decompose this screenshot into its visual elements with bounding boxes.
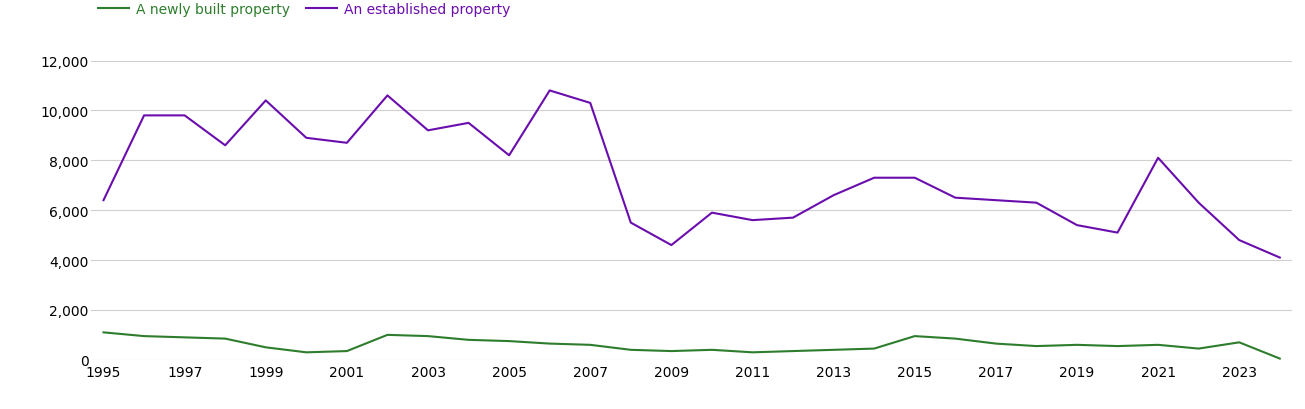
An established property bbox=[1109, 231, 1125, 236]
A newly built property bbox=[380, 333, 395, 337]
An established property bbox=[1028, 201, 1044, 206]
A newly built property bbox=[988, 341, 1004, 346]
A newly built property bbox=[907, 334, 923, 339]
A newly built property bbox=[258, 345, 274, 350]
An established property bbox=[663, 243, 679, 248]
A newly built property bbox=[745, 350, 761, 355]
An established property bbox=[582, 101, 598, 106]
An established property bbox=[136, 114, 151, 119]
An established property bbox=[380, 94, 395, 99]
An established property bbox=[705, 211, 720, 216]
Line: An established property: An established property bbox=[103, 91, 1280, 258]
An established property bbox=[907, 176, 923, 181]
An established property bbox=[299, 136, 315, 141]
An established property bbox=[95, 198, 111, 203]
A newly built property bbox=[663, 349, 679, 354]
Legend: A newly built property, An established property: A newly built property, An established p… bbox=[98, 2, 510, 16]
An established property bbox=[501, 153, 517, 158]
An established property bbox=[339, 141, 355, 146]
A newly built property bbox=[786, 349, 801, 354]
A newly built property bbox=[826, 348, 842, 353]
A newly built property bbox=[1150, 343, 1165, 348]
An established property bbox=[622, 220, 638, 225]
A newly built property bbox=[136, 334, 151, 339]
A newly built property bbox=[1109, 344, 1125, 349]
A newly built property bbox=[582, 343, 598, 348]
A newly built property bbox=[299, 350, 315, 355]
A newly built property bbox=[1069, 343, 1084, 348]
A newly built property bbox=[501, 339, 517, 344]
A newly built property bbox=[1191, 346, 1207, 351]
A newly built property bbox=[1028, 344, 1044, 349]
A newly built property bbox=[1232, 340, 1248, 345]
A newly built property bbox=[176, 335, 192, 340]
An established property bbox=[1232, 238, 1248, 243]
An established property bbox=[988, 198, 1004, 203]
An established property bbox=[867, 176, 882, 181]
A newly built property bbox=[461, 337, 476, 342]
An established property bbox=[176, 114, 192, 119]
A newly built property bbox=[867, 346, 882, 351]
An established property bbox=[947, 196, 963, 201]
An established property bbox=[258, 99, 274, 103]
An established property bbox=[1272, 256, 1288, 261]
A newly built property bbox=[947, 336, 963, 341]
An established property bbox=[542, 89, 557, 94]
An established property bbox=[786, 216, 801, 220]
An established property bbox=[1191, 201, 1207, 206]
Line: A newly built property: A newly built property bbox=[103, 333, 1280, 359]
A newly built property bbox=[218, 336, 234, 341]
An established property bbox=[1069, 223, 1084, 228]
A newly built property bbox=[420, 334, 436, 339]
A newly built property bbox=[339, 349, 355, 354]
A newly built property bbox=[1272, 356, 1288, 361]
A newly built property bbox=[542, 341, 557, 346]
An established property bbox=[461, 121, 476, 126]
A newly built property bbox=[705, 348, 720, 353]
An established property bbox=[1150, 156, 1165, 161]
An established property bbox=[218, 144, 234, 148]
An established property bbox=[745, 218, 761, 223]
An established property bbox=[826, 193, 842, 198]
A newly built property bbox=[622, 348, 638, 353]
An established property bbox=[420, 128, 436, 133]
A newly built property bbox=[95, 330, 111, 335]
